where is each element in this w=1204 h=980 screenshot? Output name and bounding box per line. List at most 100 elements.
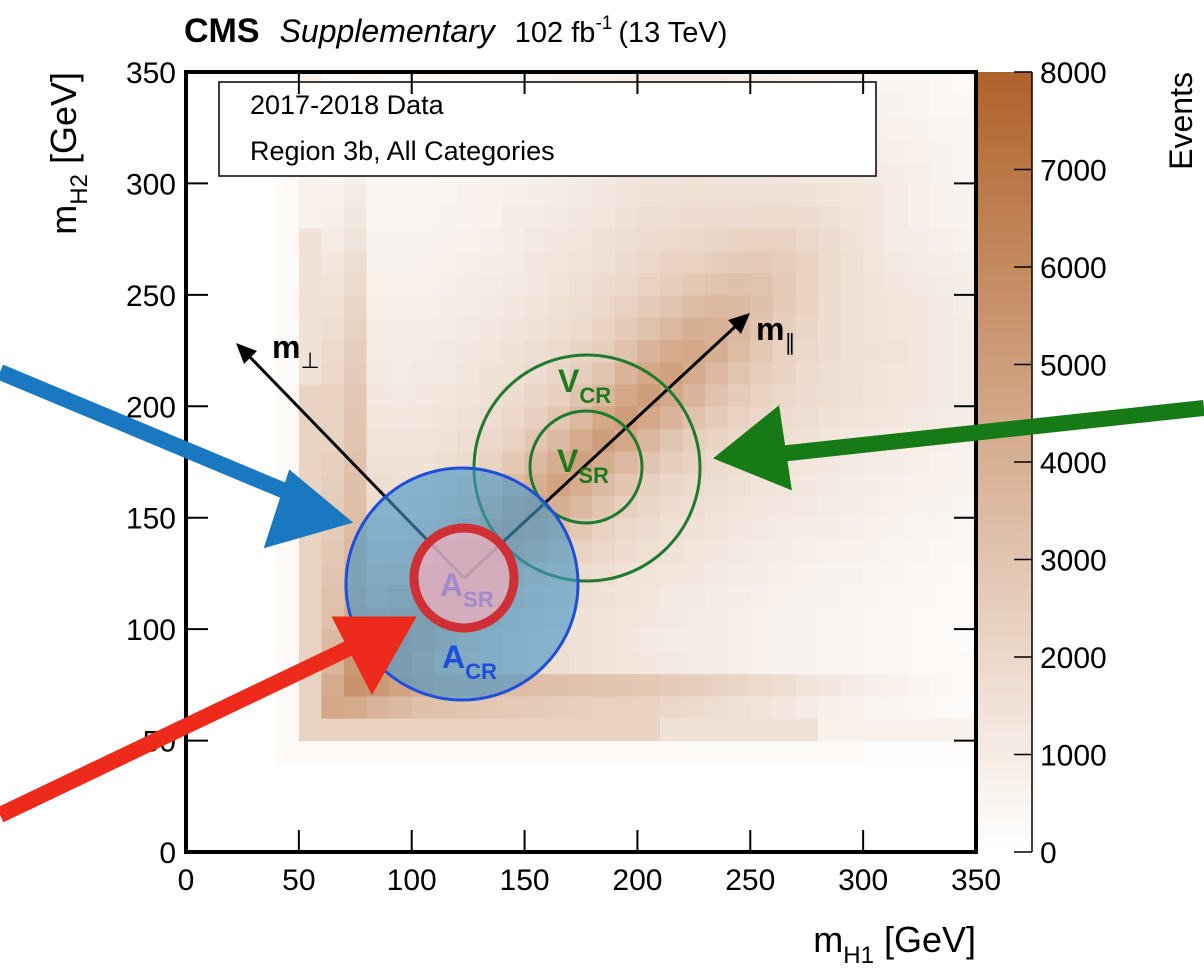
- heatmap-cell: [682, 228, 706, 251]
- heatmap-cell: [479, 785, 503, 808]
- heatmap-cell: [750, 785, 774, 808]
- heatmap-cell: [772, 807, 796, 831]
- heatmap-cell: [727, 718, 751, 742]
- heatmap-cell: [614, 250, 638, 274]
- heatmap-cell: [637, 205, 661, 229]
- heatmap-cell: [614, 517, 638, 541]
- heatmap-cell: [660, 785, 684, 808]
- heatmap-cell: [727, 673, 751, 697]
- heatmap-cell: [186, 651, 210, 675]
- heatmap-cell: [614, 762, 638, 786]
- colorbar-tick-label: 1000: [1040, 740, 1107, 773]
- heatmap-cell: [840, 718, 864, 742]
- heatmap-cell: [885, 272, 909, 296]
- heatmap-cell: [298, 272, 322, 296]
- heatmap-cell: [298, 428, 322, 452]
- heatmap-cell: [569, 183, 593, 207]
- heatmap-cell: [569, 428, 593, 452]
- heatmap-cell: [772, 584, 796, 608]
- heatmap-cell: [705, 228, 729, 251]
- heatmap-cell: [953, 272, 977, 296]
- heatmap-cell: [818, 228, 842, 251]
- heatmap-cell: [660, 495, 684, 519]
- heatmap-cell: [524, 384, 548, 407]
- heatmap-cell: [434, 317, 458, 340]
- heatmap-cell: [863, 317, 887, 340]
- heatmap-cell: [908, 116, 932, 140]
- heatmap-cell: [208, 629, 232, 652]
- heatmap-cell: [524, 740, 548, 764]
- heatmap-cell: [253, 785, 277, 808]
- heatmap-cell: [614, 651, 638, 675]
- heatmap-cell: [682, 673, 706, 697]
- title: CMS Supplementary 102 fb-1 (13 TeV): [184, 12, 727, 50]
- heatmap-cell: [186, 562, 210, 586]
- heatmap-cell: [208, 785, 232, 808]
- heatmap-cell: [637, 250, 661, 274]
- heatmap-cell: [885, 205, 909, 229]
- x-axis-symbol: m: [813, 919, 843, 960]
- heatmap-cell: [366, 785, 390, 808]
- heatmap-cell: [186, 406, 210, 430]
- a-sr-circle: [409, 523, 519, 633]
- heatmap-cell: [930, 829, 954, 853]
- heatmap-cell: [705, 406, 729, 430]
- heatmap-cell: [727, 495, 751, 519]
- heatmap-cell: [840, 250, 864, 274]
- region-subscript: CR: [579, 383, 611, 408]
- heatmap-cell: [547, 829, 571, 853]
- heatmap-cell: [795, 473, 819, 496]
- heatmap-cell: [818, 673, 842, 697]
- heatmap-cell: [727, 651, 751, 675]
- heatmap-cell: [908, 629, 932, 652]
- heatmap-cell: [818, 205, 842, 229]
- heatmap-cell: [547, 272, 571, 296]
- heatmap-cell: [750, 762, 774, 786]
- heatmap-cell: [818, 517, 842, 541]
- heatmap-cell: [434, 294, 458, 318]
- heatmap-cell: [614, 317, 638, 340]
- heatmap-cell: [750, 807, 774, 831]
- heatmap-cell: [908, 72, 932, 95]
- region-symbol: V: [557, 443, 579, 479]
- y-axis-symbol: m: [43, 205, 84, 235]
- heatmap-cell: [795, 361, 819, 385]
- heatmap-cell: [298, 183, 322, 207]
- heatmap-cell: [592, 673, 616, 697]
- heatmap-cell: [727, 250, 751, 274]
- arrow-symbol: m: [756, 311, 784, 347]
- heatmap-cell: [818, 183, 842, 207]
- heatmap-cell: [953, 495, 977, 519]
- heatmap-cell: [411, 450, 435, 474]
- heatmap-cell: [344, 294, 368, 318]
- heatmap-cell: [479, 428, 503, 452]
- heatmap-cell: [795, 228, 819, 251]
- heatmap-cell: [818, 294, 842, 318]
- heatmap-cell: [818, 495, 842, 519]
- heatmap-cell: [208, 651, 232, 675]
- heatmap-cell: [772, 228, 796, 251]
- heatmap-cell: [772, 718, 796, 742]
- heatmap-cell: [705, 250, 729, 274]
- heatmap-cell: [863, 584, 887, 608]
- heatmap-cell: [885, 740, 909, 764]
- heatmap-cell: [231, 651, 255, 675]
- heatmap-cell: [660, 406, 684, 430]
- colorbar-tick-label: 2000: [1040, 642, 1107, 675]
- heatmap-cell: [705, 740, 729, 764]
- heatmap-cell: [389, 450, 413, 474]
- heatmap-cell: [592, 517, 616, 541]
- heatmap-cell: [840, 406, 864, 430]
- heatmap-cell: [885, 696, 909, 719]
- heatmap-cell: [321, 406, 345, 430]
- heatmap-cell: [953, 161, 977, 184]
- heatmap-cell: [524, 339, 548, 363]
- heatmap-cell: [456, 696, 480, 719]
- heatmap-cell: [908, 606, 932, 630]
- heatmap-cell: [186, 807, 210, 831]
- heatmap-cell: [186, 584, 210, 608]
- heatmap-cell: [208, 473, 232, 496]
- heatmap-cell: [818, 762, 842, 786]
- heatmap-cell: [321, 807, 345, 831]
- heatmap-cell: [953, 673, 977, 697]
